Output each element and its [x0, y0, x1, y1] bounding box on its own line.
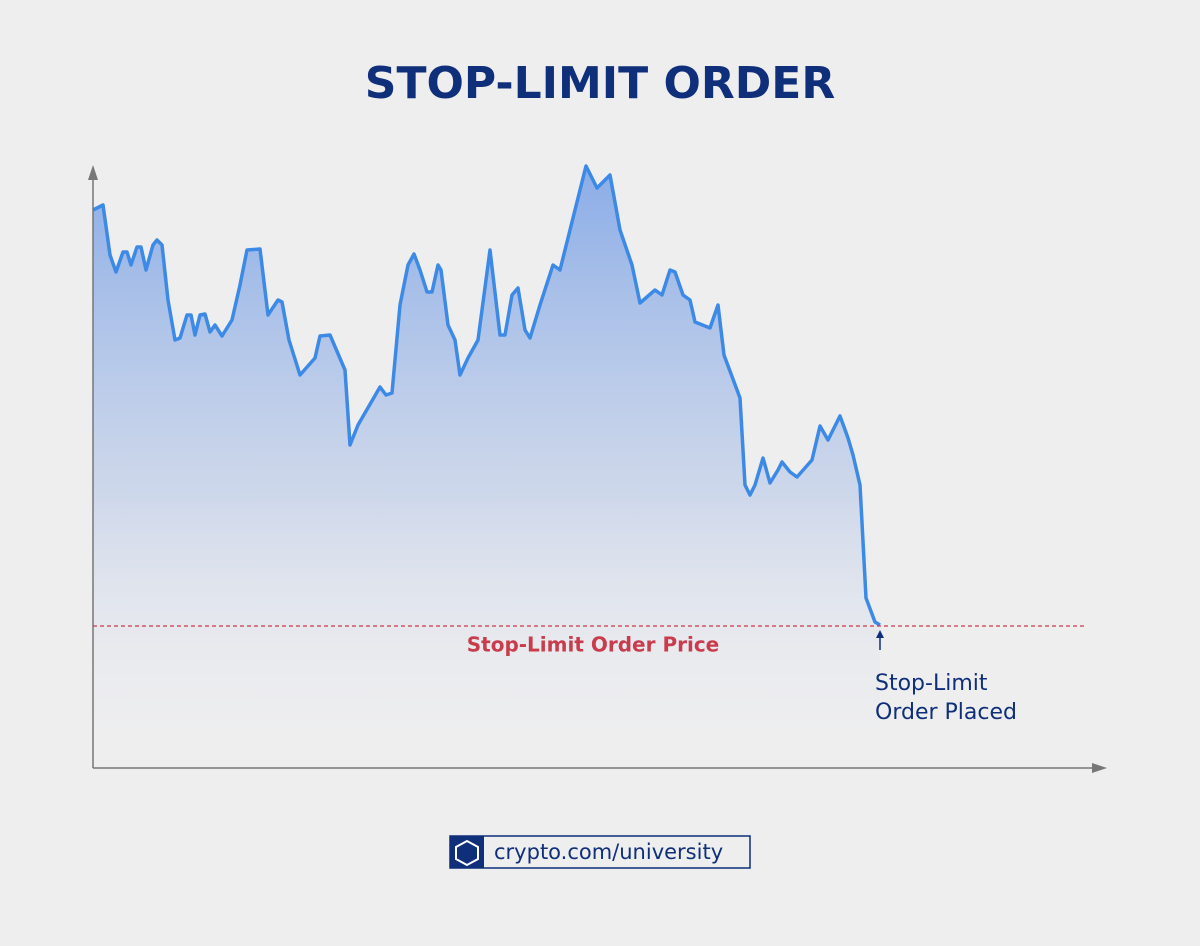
logo [455, 839, 479, 867]
footer-badge: crypto.com/university [449, 835, 751, 869]
chart-title: STOP-LIMIT ORDER [365, 58, 836, 109]
area-fill [93, 166, 880, 768]
plot-area [92, 164, 881, 768]
annotation-text: Stop-Limit [875, 671, 988, 696]
annotation-text: Order Placed [875, 700, 1017, 725]
annotation-arrowhead [876, 630, 884, 638]
stop-price-label: Stop-Limit Order Price [467, 633, 720, 657]
y-axis-arrow [88, 165, 98, 180]
footer-text: crypto.com/university [494, 840, 723, 864]
x-axis-arrow [1092, 763, 1107, 773]
price-line [92, 164, 881, 627]
